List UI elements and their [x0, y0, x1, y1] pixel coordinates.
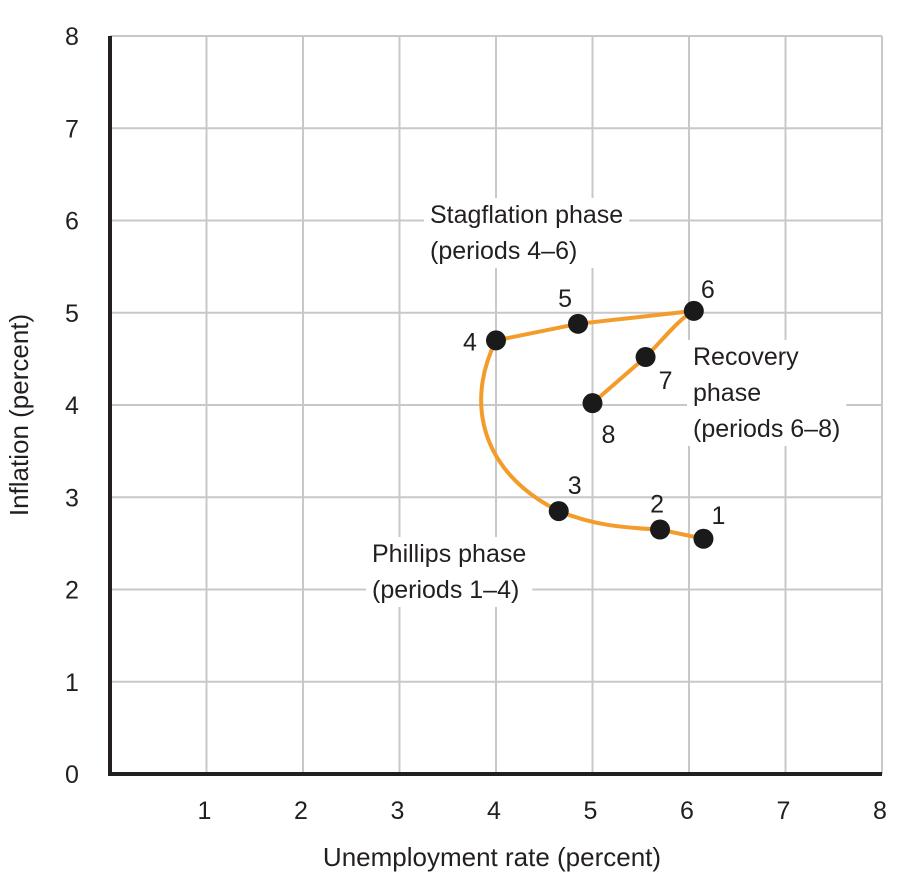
point-label-5: 5: [558, 285, 572, 313]
point-label-7: 7: [659, 367, 673, 395]
y-tick-label: 1: [65, 669, 79, 697]
data-point-6: [683, 300, 704, 321]
x-tick-label: 3: [391, 797, 405, 825]
annotation-line: (periods 4–6): [430, 237, 577, 265]
y-tick-label: 6: [65, 208, 79, 236]
annotation-line: Phillips phase: [372, 540, 526, 568]
y-tick-label: 2: [65, 577, 79, 605]
x-tick-label: 7: [777, 797, 791, 825]
y-tick-labels: 0 1 2 3 4 5 6 7 8: [65, 23, 79, 789]
y-tick-label: 0: [65, 761, 79, 789]
y-tick-label: 4: [65, 392, 79, 420]
data-point-1: [693, 528, 714, 549]
data-point-7: [635, 347, 656, 368]
x-tick-label: 8: [873, 797, 887, 825]
x-tick-label: 2: [294, 797, 308, 825]
point-label-4: 4: [463, 328, 477, 356]
y-tick-label: 3: [65, 484, 79, 512]
data-point-8: [582, 393, 603, 414]
annotation-line: phase: [693, 379, 761, 407]
annotation-recovery: Recovery phase (periods 6–8): [687, 340, 847, 446]
x-tick-label: 1: [198, 797, 212, 825]
x-tick-label: 4: [487, 797, 501, 825]
annotation-phillips: Phillips phase (periods 1–4): [366, 537, 533, 607]
x-axis-title: Unemployment rate (percent): [323, 842, 661, 872]
data-point-2: [650, 519, 671, 540]
y-axis-title: Inflation (percent): [4, 314, 34, 516]
annotation-line: (periods 1–4): [372, 576, 519, 604]
annotation-line: (periods 6–8): [693, 415, 840, 443]
y-tick-label: 7: [65, 115, 79, 143]
annotation-background: [687, 340, 847, 446]
point-label-8: 8: [602, 421, 616, 449]
annotation-line: Recovery: [693, 343, 799, 371]
point-label-1: 1: [712, 502, 726, 530]
data-points: [486, 300, 714, 549]
point-label-2: 2: [650, 491, 664, 519]
phase-annotations: Stagflation phase (periods 4–6) Recovery ph…: [366, 198, 847, 607]
x-tick-labels: 1 2 3 4 5 6 7 8: [198, 797, 887, 825]
data-point-3: [548, 501, 569, 522]
x-tick-label: 5: [584, 797, 598, 825]
annotation-background: [424, 198, 630, 268]
point-labels: 1 2 3 4 5 6 7 8: [463, 276, 725, 530]
annotation-background: [366, 537, 533, 607]
inflation-unemployment-path: [479, 308, 706, 541]
data-point-4: [486, 330, 506, 351]
point-label-6: 6: [701, 276, 715, 304]
point-label-3: 3: [568, 472, 582, 500]
y-tick-label: 8: [65, 23, 79, 51]
annotation-line: Stagflation phase: [430, 201, 623, 229]
data-point-5: [568, 313, 589, 334]
annotation-stagflation: Stagflation phase (periods 4–6): [424, 198, 630, 268]
x-tick-label: 6: [680, 797, 694, 825]
y-tick-label: 5: [65, 300, 79, 328]
axes: [108, 36, 882, 776]
